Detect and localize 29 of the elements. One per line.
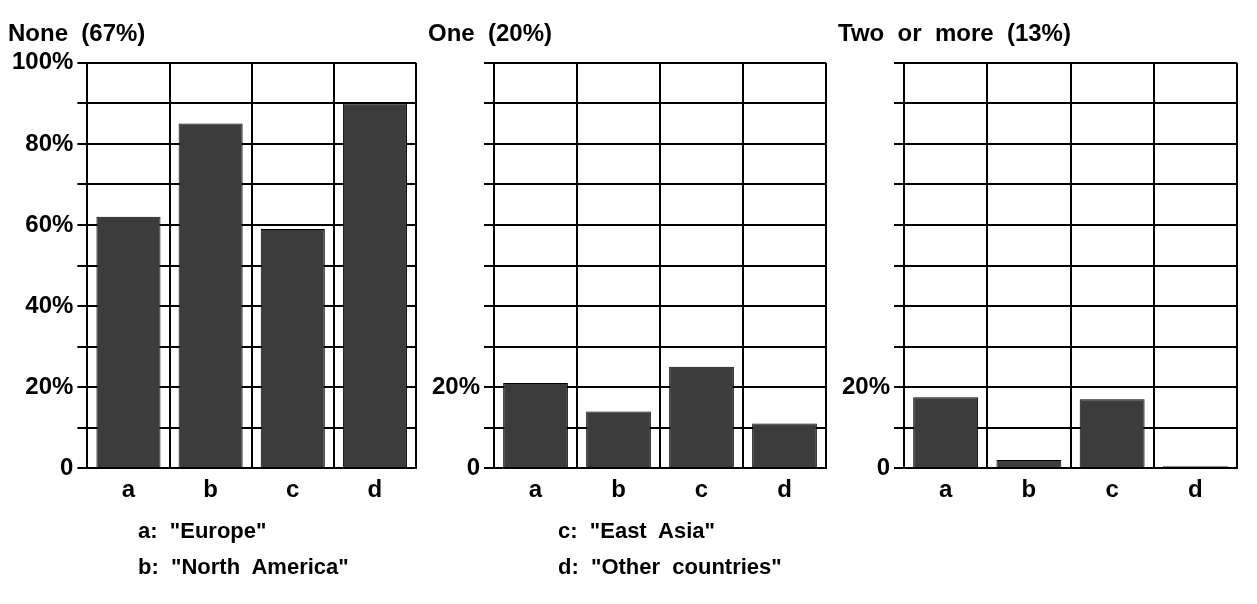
x-tick-label: a <box>528 475 543 503</box>
y-tick-label: 60% <box>25 209 74 237</box>
x-tick-label: c <box>694 475 709 503</box>
text: a: "Europe" <box>138 517 268 545</box>
text: c: "East Asia" <box>558 517 716 545</box>
x-tick-label: d <box>777 475 792 503</box>
x-tick-label: d <box>367 475 383 503</box>
y-tick-label: 0 <box>876 452 891 480</box>
chart-title: None (67%) <box>8 19 146 47</box>
x-tick-label: c <box>286 475 300 503</box>
x-tick-label: c <box>1105 475 1119 503</box>
x-tick-label: a <box>938 475 953 503</box>
chart-title: One (20%) <box>428 19 553 47</box>
text: d: "Other countries" <box>558 553 783 581</box>
x-tick-label: b <box>611 475 626 503</box>
x-tick-label: b <box>1021 475 1037 503</box>
y-tick-label: 20% <box>841 371 891 399</box>
y-tick-label: 40% <box>25 290 74 318</box>
y-tick-label: 0 <box>60 452 74 480</box>
x-tick-label: b <box>203 475 218 503</box>
y-tick-label: 100% <box>11 47 74 75</box>
x-tick-label: d <box>1188 475 1203 503</box>
x-tick-label: a <box>121 475 136 503</box>
y-tick-label: 20% <box>25 371 74 399</box>
y-tick-label: 0 <box>466 452 481 480</box>
y-tick-label: 80% <box>25 128 74 156</box>
text: b: "North America" <box>138 553 350 581</box>
chart-title: Two or more (13%) <box>838 19 1071 47</box>
y-tick-label: 20% <box>431 371 481 399</box>
